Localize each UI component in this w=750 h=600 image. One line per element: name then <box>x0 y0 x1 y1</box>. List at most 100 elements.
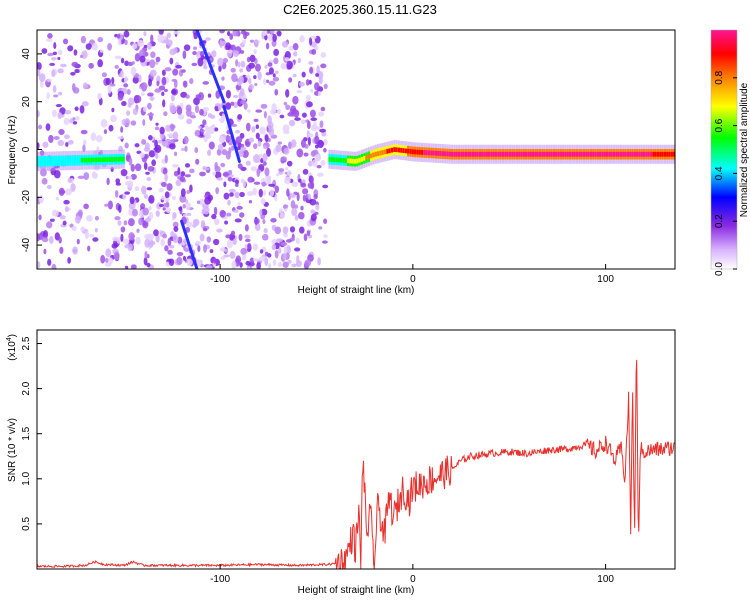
spectrogram-noise-blob <box>226 212 232 217</box>
spectrogram-noise-blob <box>64 110 72 115</box>
spectrogram-noise-blob <box>124 142 129 149</box>
spectrogram-noise-blob <box>269 189 275 197</box>
spectrogram-noise-blob <box>219 39 224 49</box>
spectrogram-noise-blob <box>272 259 277 267</box>
spectrogram-noise-blob <box>213 127 219 132</box>
spectrogram-noise-blob <box>294 117 301 121</box>
spectrogram-noise-blob <box>43 230 49 239</box>
spectrogram-noise-blob <box>182 203 186 209</box>
spectrogram-noise-blob <box>127 218 135 227</box>
spectrogram-noise-blob <box>262 30 268 37</box>
spectrogram-ridge-core <box>388 148 391 154</box>
spectrogram-noise-blob <box>100 254 106 264</box>
spectrogram-noise-blob <box>285 104 291 111</box>
spectrogram-noise-blob <box>306 120 311 130</box>
spectrogram-noise-blob <box>41 177 48 185</box>
spectrogram-noise-blob <box>141 185 147 195</box>
spectrogram-noise-blob <box>148 240 156 246</box>
spectrogram-noise-blob <box>262 161 267 166</box>
spectrogram-noise-blob <box>240 146 247 152</box>
spectrogram-ridge-core <box>647 151 650 157</box>
spectrogram-noise-blob <box>168 143 176 150</box>
spectrogram-noise-blob <box>217 143 224 151</box>
spectrogram-ridge-core <box>564 151 567 157</box>
spectrogram-noise-blob <box>268 127 275 136</box>
spectrogram-noise-blob <box>249 39 255 43</box>
spectrogram-noise-blob <box>59 63 67 68</box>
spectrogram-noise-blob <box>225 102 232 110</box>
spectrogram-noise-blob <box>148 135 153 141</box>
spectrogram-noise-blob <box>47 258 52 266</box>
spectrogram-noise-blob <box>268 183 276 187</box>
spectrogram-noise-blob <box>194 129 201 137</box>
spectrogram-noise-blob <box>244 238 251 243</box>
spectrogram-noise-blob <box>182 255 187 261</box>
snr-multiplier-exp: 4 <box>6 337 13 341</box>
spectrogram-noise-blob <box>266 30 271 34</box>
spectrogram-ridge-core <box>469 151 472 157</box>
spectrogram-noise-blob <box>202 119 207 126</box>
spectrogram-noise-blob <box>114 65 119 70</box>
spectrogram-noise-blob <box>258 163 265 172</box>
spectrogram-noise-blob <box>211 213 217 220</box>
spectrogram-noise-blob <box>55 104 62 108</box>
spectrogram-noise-blob <box>150 34 154 44</box>
spectrogram-noise-blob <box>46 221 53 229</box>
spectrogram-noise-blob <box>117 136 124 140</box>
spectrogram-noise-blob <box>291 181 299 188</box>
spectrogram-ridge-core <box>397 147 401 153</box>
spectrogram-noise-blob <box>278 247 282 254</box>
colorbar-label: Normalized spectral amplitude <box>739 82 750 217</box>
spectrogram-noise-blob <box>317 139 324 149</box>
spectrogram-noise-blob <box>173 226 179 232</box>
spectrogram-noise-layer <box>37 30 329 269</box>
spectrogram-noise-blob <box>131 43 138 50</box>
spectrogram-noise-blob <box>70 183 76 192</box>
spectrogram-ridge-core <box>531 151 535 157</box>
spectrogram-ridge-core <box>340 157 343 163</box>
snr-y-ticks: 0.5 1.0 1.5 2.0 2.5 <box>21 336 42 531</box>
spectrogram-x-tick-label: -100 <box>210 274 230 285</box>
snr-x-ticks: -100 0 100 <box>210 564 614 585</box>
spectrogram-noise-blob <box>52 51 58 56</box>
spectrogram-noise-blob <box>118 204 122 213</box>
spectrogram-noise-blob <box>206 236 212 243</box>
spectrogram-noise-blob <box>259 209 263 217</box>
spectrogram-noise-blob <box>313 120 317 130</box>
spectrogram-noise-blob <box>260 198 266 205</box>
spectrogram-noise-blob <box>156 80 160 87</box>
spectrogram-noise-blob <box>172 68 179 76</box>
spectrogram-ridge-core <box>342 158 345 163</box>
spectrogram-noise-blob <box>286 239 292 243</box>
spectrogram-ridge-core <box>393 147 396 152</box>
spectrogram-noise-blob <box>289 105 297 115</box>
spectrogram-ridge-core <box>370 153 373 159</box>
spectrogram-noise-blob <box>209 114 216 119</box>
spectrogram-noise-blob <box>256 168 261 178</box>
spectrogram-noise-blob <box>134 186 140 192</box>
spectrogram-noise-blob <box>244 234 251 239</box>
spectrogram-ridge-core <box>585 151 588 157</box>
spectrogram-noise-blob <box>260 214 266 220</box>
spectrogram-noise-blob <box>314 82 320 91</box>
spectrogram-noise-blob <box>267 62 273 67</box>
spectrogram-noise-blob <box>71 61 79 67</box>
spectrogram-noise-blob <box>221 76 225 81</box>
spectrogram-noise-blob <box>323 147 327 153</box>
spectrogram-noise-blob <box>323 218 328 224</box>
spectrogram-noise-blob <box>52 85 57 93</box>
spectrogram-noise-blob <box>89 234 94 238</box>
spectrogram-noise-blob <box>310 175 314 184</box>
spectrogram-noise-blob <box>85 43 92 50</box>
spectrogram-noise-blob <box>282 261 289 268</box>
spectrogram-noise-blob <box>240 247 247 255</box>
spectrogram-noise-blob <box>49 218 55 222</box>
spectrogram-noise-blob <box>320 63 327 69</box>
spectrogram-noise-blob <box>147 102 152 110</box>
spectrogram-noise-blob <box>265 178 271 185</box>
spectrogram-noise-blob <box>92 237 99 242</box>
spectrogram-noise-blob <box>142 220 147 227</box>
spectrogram-ridge-core <box>478 151 481 157</box>
spectrogram-noise-blob <box>285 166 289 171</box>
spectrogram-noise-blob <box>136 228 140 233</box>
